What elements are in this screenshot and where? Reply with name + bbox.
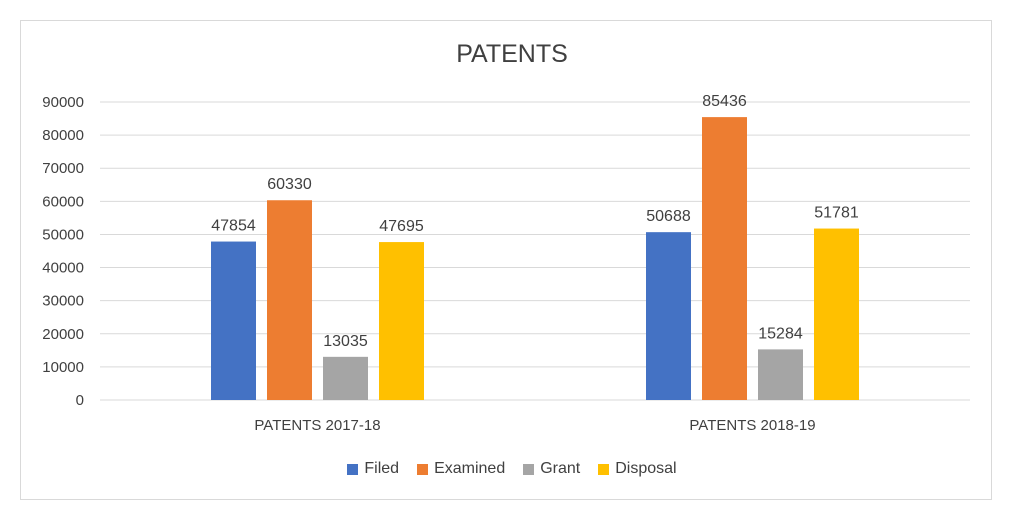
legend-item-disposal: Disposal [598, 460, 677, 478]
y-tick-label: 20000 [42, 326, 84, 343]
x-tick-label: PATENTS 2018-19 [689, 417, 815, 434]
legend-label: Disposal [615, 460, 677, 477]
bar-grant-0 [323, 356, 368, 400]
data-label: 47854 [211, 218, 256, 235]
legend-label: Filed [364, 460, 400, 477]
data-label: 60330 [267, 176, 312, 193]
bar-grant-1 [758, 349, 803, 400]
data-label: 47695 [379, 218, 424, 235]
legend-swatch [417, 463, 429, 475]
legend-item-filed: Filed [347, 460, 399, 478]
chart-legend: Filed Examined Grant Disposal [0, 460, 1024, 478]
data-label: 15284 [758, 325, 803, 342]
bar-disposal-1 [814, 228, 859, 400]
y-tick-label: 30000 [42, 293, 84, 310]
data-label: 13035 [323, 333, 368, 350]
legend-swatch [598, 463, 610, 475]
legend-swatch [523, 463, 535, 475]
y-tick-label: 60000 [42, 193, 84, 210]
legend-label: Examined [434, 460, 506, 477]
legend-item-grant: Grant [523, 460, 580, 478]
legend-swatch [347, 463, 359, 475]
y-tick-label: 90000 [42, 94, 84, 111]
bar-disposal-0 [379, 242, 424, 400]
y-tick-label: 50000 [42, 226, 84, 243]
legend-item-examined: Examined [417, 460, 505, 478]
data-label: 50688 [646, 208, 691, 225]
y-tick-label: 40000 [42, 260, 84, 277]
data-label: 85436 [702, 93, 747, 110]
x-tick-label: PATENTS 2017-18 [254, 417, 380, 434]
y-tick-label: 0 [76, 392, 84, 409]
bar-filed-0 [211, 241, 256, 400]
y-tick-label: 80000 [42, 127, 84, 144]
data-label: 51781 [814, 205, 859, 222]
bar-examined-0 [267, 200, 312, 400]
bar-filed-1 [646, 232, 691, 400]
bar-examined-1 [702, 117, 747, 400]
y-tick-label: 70000 [42, 160, 84, 177]
legend-label: Grant [540, 460, 581, 477]
y-tick-label: 10000 [42, 359, 84, 376]
chart-title: PATENTS [456, 40, 568, 68]
